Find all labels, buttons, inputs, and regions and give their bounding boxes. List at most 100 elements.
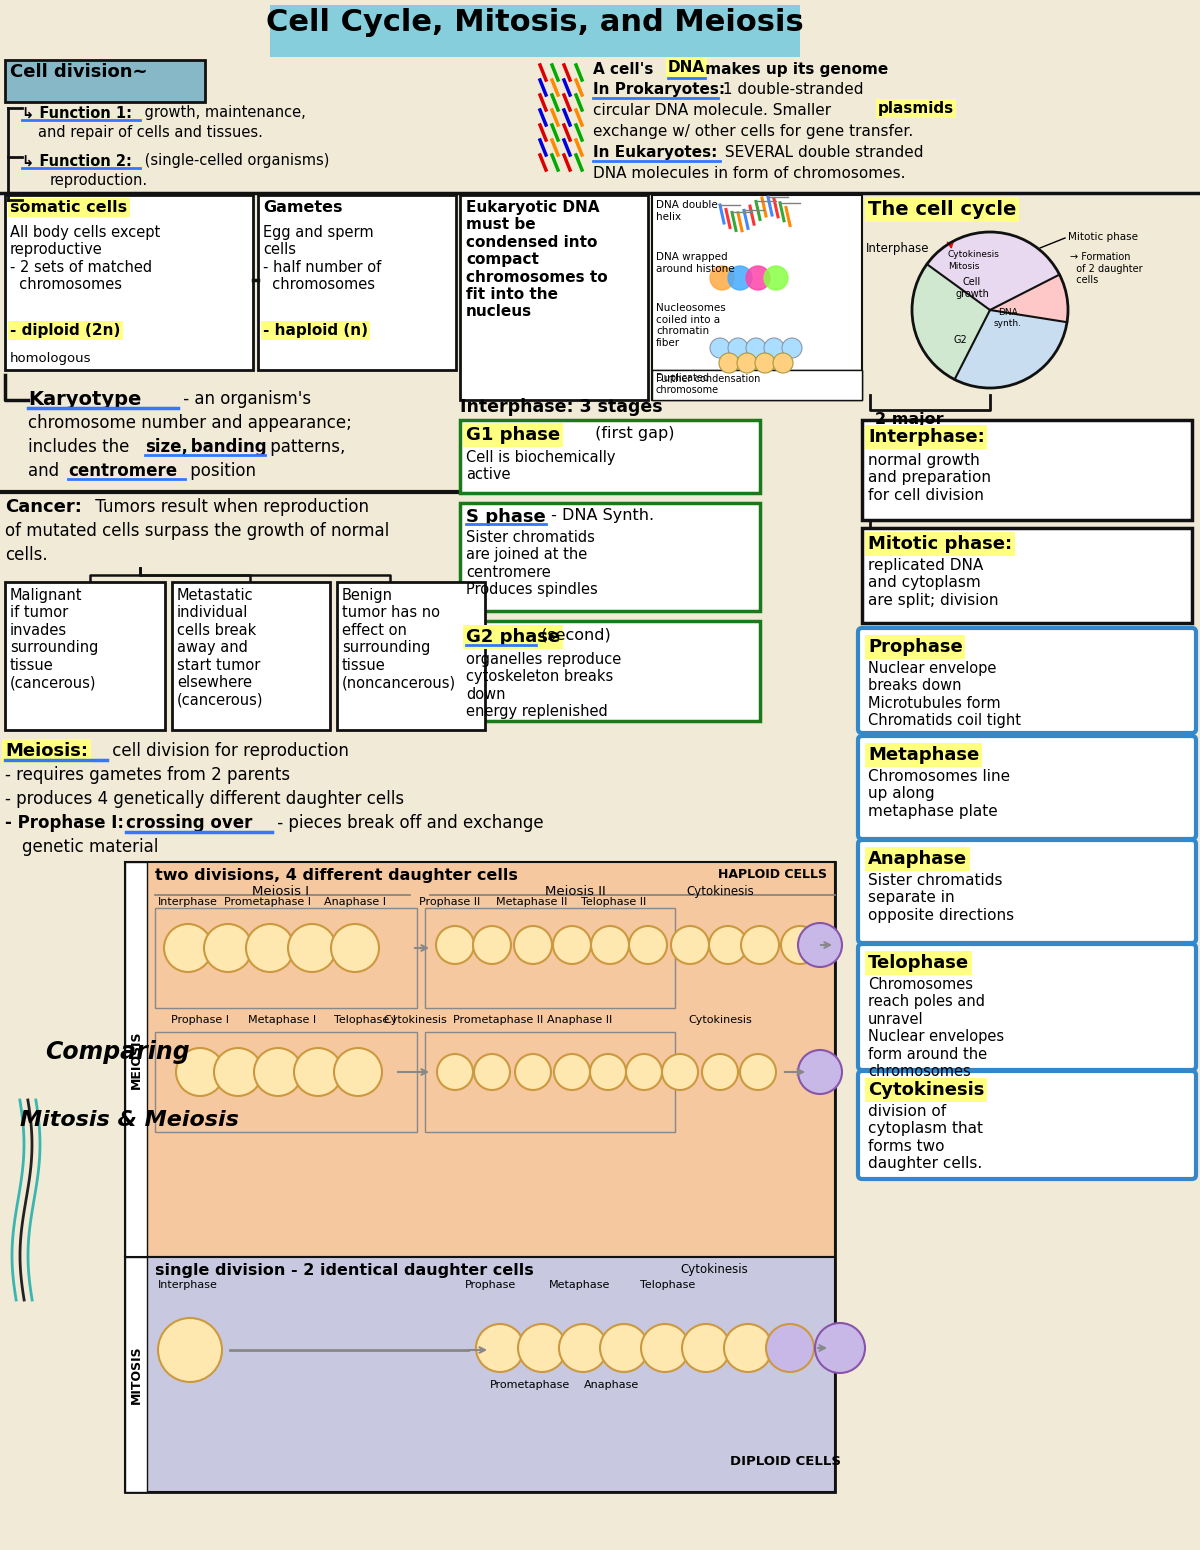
Text: normal growth
and preparation
for cell division: normal growth and preparation for cell d… (868, 453, 991, 502)
Text: DNA molecules in form of chromosomes.: DNA molecules in form of chromosomes. (593, 166, 906, 181)
Circle shape (740, 1054, 776, 1090)
Polygon shape (990, 274, 1068, 322)
Text: and repair of cells and tissues.: and repair of cells and tissues. (38, 126, 263, 140)
Text: cell division for reproduction: cell division for reproduction (107, 742, 349, 760)
Circle shape (798, 922, 842, 967)
Bar (155, 1032, 418, 1131)
Text: - requires gametes from 2 parents: - requires gametes from 2 parents (5, 766, 290, 784)
Circle shape (334, 1048, 382, 1096)
Text: Chromosomes line
up along
metaphase plate: Chromosomes line up along metaphase plat… (868, 769, 1010, 818)
Polygon shape (954, 310, 1067, 388)
Text: Cell
growth: Cell growth (955, 277, 989, 299)
Circle shape (515, 1054, 551, 1090)
Text: - produces 4 genetically different daughter cells: - produces 4 genetically different daugh… (5, 790, 404, 808)
Circle shape (553, 925, 592, 964)
Text: Metastatic
individual
cells break
away and
start tumor
elsewhere
(cancerous): Metastatic individual cells break away a… (178, 587, 264, 707)
Text: ↳ Function 1:: ↳ Function 1: (22, 105, 132, 119)
Circle shape (331, 924, 379, 972)
Text: Gametes: Gametes (263, 200, 342, 215)
Text: Interphase: Interphase (158, 897, 218, 907)
Text: - diploid (2n): - diploid (2n) (10, 322, 120, 338)
Text: MITOSIS: MITOSIS (130, 1345, 143, 1404)
Text: ↳ Function 2:: ↳ Function 2: (22, 153, 132, 167)
Circle shape (662, 1054, 698, 1090)
Text: DNA wrapped
around histone: DNA wrapped around histone (656, 253, 734, 274)
Text: genetic material: genetic material (22, 839, 158, 856)
Text: SEVERAL double stranded: SEVERAL double stranded (720, 146, 924, 160)
Text: Prophase: Prophase (868, 639, 962, 656)
Text: G2 phase: G2 phase (466, 628, 560, 646)
Bar (460, 195, 648, 400)
Circle shape (164, 924, 212, 972)
FancyBboxPatch shape (858, 944, 1196, 1069)
Bar (425, 1032, 674, 1131)
Circle shape (476, 1324, 524, 1372)
Text: centromere: centromere (68, 462, 178, 480)
Circle shape (254, 1048, 302, 1096)
FancyBboxPatch shape (858, 628, 1196, 733)
Text: Metaphase I: Metaphase I (248, 1015, 316, 1025)
Text: Cytokinesis: Cytokinesis (383, 1015, 446, 1025)
Text: Metaphase: Metaphase (868, 746, 979, 764)
Circle shape (554, 1054, 590, 1090)
Text: - pieces break off and exchange: - pieces break off and exchange (272, 814, 544, 832)
Circle shape (746, 267, 770, 290)
Text: exchange w/ other cells for gene transfer.: exchange w/ other cells for gene transfe… (593, 124, 913, 140)
Circle shape (682, 1324, 730, 1372)
Text: patterns,: patterns, (265, 439, 346, 456)
Bar (460, 504, 760, 611)
Circle shape (474, 1054, 510, 1090)
Polygon shape (912, 264, 990, 380)
Circle shape (626, 1054, 662, 1090)
Circle shape (671, 925, 709, 964)
Text: Cytokinesis: Cytokinesis (686, 885, 754, 897)
FancyBboxPatch shape (858, 736, 1196, 839)
Circle shape (737, 353, 757, 374)
Circle shape (246, 924, 294, 972)
Circle shape (755, 353, 775, 374)
Text: of mutated cells surpass the growth of normal: of mutated cells surpass the growth of n… (5, 522, 389, 539)
Circle shape (436, 925, 474, 964)
Text: includes the: includes the (28, 439, 134, 456)
Bar (337, 581, 485, 730)
Text: Eukaryotic DNA
must be
condensed into
compact
chromosomes to
fit into the
nucleu: Eukaryotic DNA must be condensed into co… (466, 200, 607, 319)
Text: Meiosis II: Meiosis II (545, 885, 605, 897)
Text: organelles reproduce
cytoskeleton breaks
down
energy replenished: organelles reproduce cytoskeleton breaks… (466, 653, 622, 719)
Text: Cancer:: Cancer: (5, 498, 82, 516)
Text: somatic cells: somatic cells (10, 200, 127, 215)
Text: HAPLOID CELLS: HAPLOID CELLS (718, 868, 827, 880)
Circle shape (294, 1048, 342, 1096)
Bar (155, 908, 418, 1008)
Text: Prophase II: Prophase II (419, 897, 481, 907)
Text: position: position (185, 462, 256, 480)
Circle shape (766, 1324, 814, 1372)
Bar (125, 862, 835, 1257)
Text: - Prophase I:: - Prophase I: (5, 814, 130, 832)
Text: DNA: DNA (668, 60, 706, 74)
Text: size,: size, (145, 439, 188, 456)
Circle shape (724, 1324, 772, 1372)
Text: G1 phase: G1 phase (466, 426, 560, 443)
Circle shape (559, 1324, 607, 1372)
Circle shape (728, 338, 748, 358)
Bar (5, 581, 166, 730)
Text: A cell's: A cell's (593, 62, 659, 78)
FancyBboxPatch shape (858, 840, 1196, 942)
Text: Cytokinesis: Cytokinesis (680, 1263, 748, 1276)
Circle shape (798, 1049, 842, 1094)
Text: MEIOSIS: MEIOSIS (130, 1031, 143, 1090)
Circle shape (437, 1054, 473, 1090)
Text: G2: G2 (953, 335, 967, 346)
Circle shape (815, 1324, 865, 1373)
Text: S phase: S phase (466, 508, 546, 525)
Circle shape (728, 267, 752, 290)
Circle shape (514, 925, 552, 964)
Circle shape (629, 925, 667, 964)
Bar (125, 1257, 148, 1493)
Text: crossing over: crossing over (126, 814, 252, 832)
Text: Nucleosomes
coiled into a
chromatin
fiber: Nucleosomes coiled into a chromatin fibe… (656, 302, 726, 347)
Bar (652, 370, 862, 400)
Text: plasmids: plasmids (878, 101, 954, 116)
Circle shape (746, 338, 766, 358)
Text: two divisions, 4 different daughter cells: two divisions, 4 different daughter cell… (155, 868, 518, 884)
